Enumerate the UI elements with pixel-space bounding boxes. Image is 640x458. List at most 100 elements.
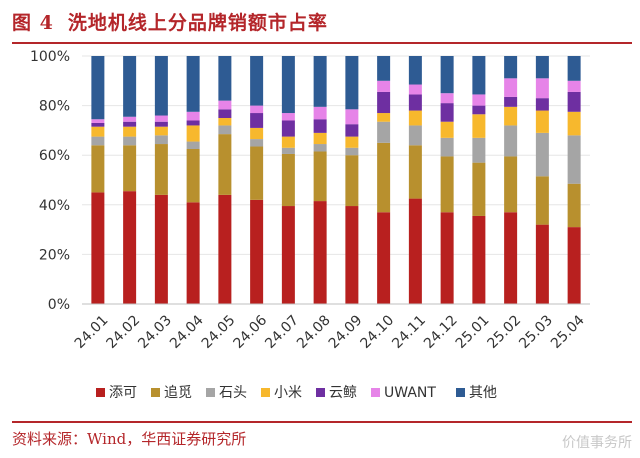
bar-segment bbox=[535, 224, 549, 304]
bar-segment bbox=[250, 199, 264, 304]
bar-segment bbox=[472, 215, 486, 304]
bar-segment bbox=[377, 142, 391, 213]
bar-segment bbox=[440, 93, 454, 104]
bar-segment bbox=[440, 212, 454, 304]
x-tick-label: 24.07 bbox=[262, 312, 302, 352]
bar-segment bbox=[250, 113, 264, 128]
bar-segment bbox=[154, 121, 168, 127]
figure-number: 图 4 bbox=[12, 12, 54, 34]
bar-segment bbox=[567, 56, 581, 81]
legend-item: UWANT bbox=[371, 385, 436, 401]
figure-title-text: 洗地机线上分品牌销额市占率 bbox=[67, 12, 328, 34]
x-tick-label: 24.04 bbox=[167, 312, 207, 352]
bar-segment bbox=[377, 121, 391, 143]
legend-label: UWANT bbox=[384, 385, 436, 401]
bar-segment bbox=[123, 145, 137, 192]
bar-segment bbox=[504, 156, 518, 213]
legend-label: 小米 bbox=[274, 385, 302, 401]
bar-segment bbox=[281, 136, 295, 148]
x-tick-label: 24.02 bbox=[104, 312, 144, 352]
bar-segment bbox=[504, 212, 518, 304]
bar-segment bbox=[250, 139, 264, 147]
bar-segment bbox=[313, 106, 327, 120]
bar-segment bbox=[250, 56, 264, 106]
legend-swatch bbox=[96, 388, 105, 397]
bar-segment bbox=[567, 80, 581, 92]
bar-segment bbox=[281, 147, 295, 154]
y-tick-label: 100% bbox=[30, 49, 70, 65]
bar-segment bbox=[154, 115, 168, 122]
bar-segment bbox=[408, 110, 422, 126]
y-tick-label: 80% bbox=[39, 99, 70, 115]
bar-segment bbox=[408, 84, 422, 95]
bar-segment bbox=[345, 147, 359, 156]
bar-segment bbox=[218, 56, 232, 101]
bar-segment bbox=[535, 56, 549, 79]
x-tick-label: 24.11 bbox=[389, 312, 429, 352]
bar-segment bbox=[218, 194, 232, 304]
bar-segment bbox=[91, 56, 105, 120]
bar-segment bbox=[313, 151, 327, 202]
bar-segment bbox=[218, 125, 232, 135]
bar-segment bbox=[408, 125, 422, 146]
bar-segment bbox=[154, 144, 168, 195]
bar-segment bbox=[154, 194, 168, 304]
bar-segment bbox=[186, 125, 200, 142]
bar-segment bbox=[123, 136, 137, 146]
legend-item: 云鲸 bbox=[316, 385, 357, 401]
bar-segment bbox=[440, 137, 454, 157]
bar-segment bbox=[472, 137, 486, 163]
title-divider bbox=[12, 42, 632, 44]
legend-item: 石头 bbox=[206, 385, 247, 401]
bar-segment bbox=[345, 109, 359, 125]
bar-segment bbox=[377, 56, 391, 81]
bar-segment bbox=[567, 91, 581, 112]
x-tick-label: 25.04 bbox=[548, 312, 588, 352]
bar-segment bbox=[91, 122, 105, 127]
legend-label: 添可 bbox=[109, 385, 137, 401]
bar-segment bbox=[186, 56, 200, 112]
bar-segment bbox=[535, 132, 549, 177]
x-tick-label: 24.08 bbox=[294, 312, 334, 352]
bar-segment bbox=[345, 56, 359, 110]
x-tick-label: 25.03 bbox=[516, 312, 556, 352]
bar-segment bbox=[408, 198, 422, 304]
bar-segment bbox=[377, 113, 391, 122]
bar-segment bbox=[313, 132, 327, 145]
bar-segment bbox=[535, 110, 549, 133]
bar-segment bbox=[472, 105, 486, 115]
bar-segment bbox=[504, 106, 518, 126]
bar-segment bbox=[281, 113, 295, 121]
figure-title: 图 4 洗地机线上分品牌销额市占率 bbox=[12, 8, 328, 38]
x-tick-label: 25.02 bbox=[485, 312, 525, 352]
bar-segment bbox=[281, 120, 295, 137]
bar-segment bbox=[123, 126, 137, 137]
legend-swatch bbox=[456, 388, 465, 397]
x-tick-label: 25.01 bbox=[453, 312, 493, 352]
bar-segment bbox=[345, 155, 359, 207]
legend-swatch bbox=[371, 388, 380, 397]
y-tick-label: 0% bbox=[48, 297, 70, 313]
bar-segment bbox=[250, 105, 264, 114]
bar-segment bbox=[440, 56, 454, 94]
bar-segment bbox=[504, 96, 518, 107]
source-note: 资料来源：Wind，华西证券研究所 bbox=[12, 430, 247, 448]
legend-swatch bbox=[206, 388, 215, 397]
bar-segment bbox=[313, 119, 327, 133]
watermark: 价值事务所 bbox=[562, 435, 632, 451]
x-axis-ticks: 24.0124.0224.0324.0424.0524.0624.0724.08… bbox=[72, 312, 588, 352]
legend-label: 石头 bbox=[219, 385, 247, 401]
y-tick-label: 20% bbox=[39, 247, 70, 263]
y-tick-label: 60% bbox=[39, 148, 70, 164]
bar-segment bbox=[250, 127, 264, 140]
bar-segment bbox=[154, 126, 168, 136]
x-tick-label: 24.10 bbox=[358, 312, 398, 352]
x-tick-label: 24.12 bbox=[421, 312, 461, 352]
bar-segment bbox=[186, 141, 200, 149]
bar-segment bbox=[408, 56, 422, 85]
bar-segment bbox=[567, 111, 581, 136]
legend-swatch bbox=[151, 388, 160, 397]
bar-segment bbox=[472, 162, 486, 216]
bar-segment bbox=[408, 145, 422, 199]
